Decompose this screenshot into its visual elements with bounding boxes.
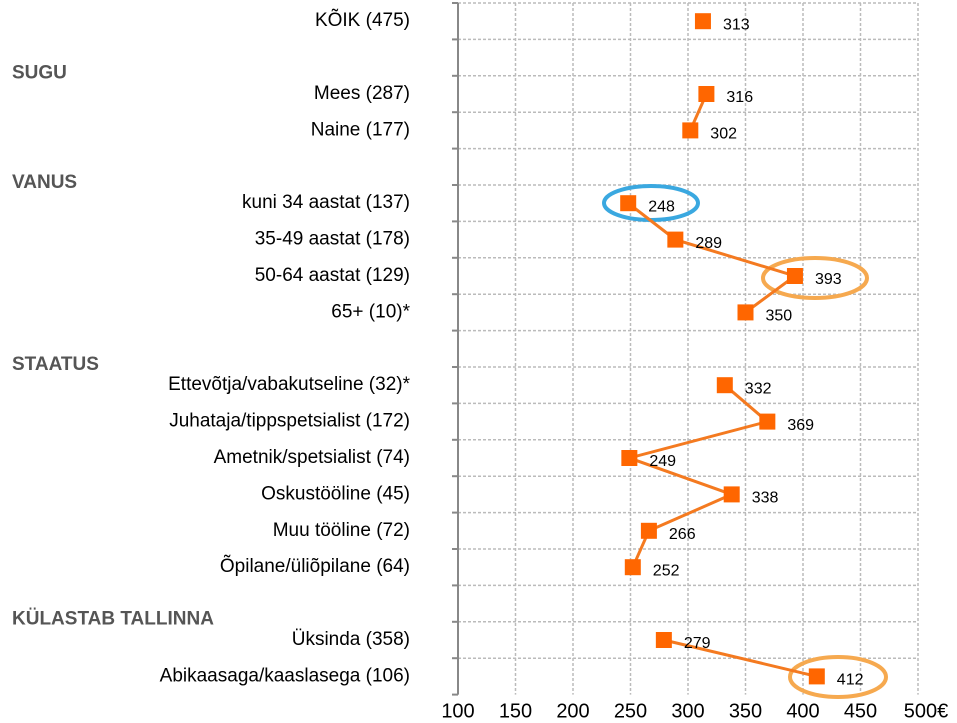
group-label: KÜLASTAB TALLINNA (12, 609, 214, 630)
x-tick-label: 200 (556, 700, 589, 722)
category-label: Naine (177) (311, 119, 410, 140)
group-label: VANUS (12, 172, 77, 193)
marker (716, 377, 733, 394)
x-tick-label: 350 (729, 700, 762, 722)
category-label: Oskustööline (45) (261, 483, 410, 504)
value-label: 338 (752, 490, 779, 507)
x-tick-label: 300 (671, 700, 704, 722)
marker (694, 13, 711, 30)
category-label: 50-64 aastat (129) (255, 265, 410, 286)
marker (682, 122, 699, 139)
x-tick-label: 250 (614, 700, 647, 722)
category-label: 65+ (10)* (331, 301, 410, 322)
marker (698, 86, 715, 102)
marker (808, 668, 825, 685)
marker (723, 486, 740, 503)
highlight-ellipse (788, 655, 888, 699)
value-label: 249 (649, 453, 676, 470)
x-tick-label: 150 (499, 700, 532, 722)
category-label: 35-49 aastat (178) (255, 229, 410, 250)
value-label: 412 (837, 672, 864, 689)
marker (640, 522, 657, 539)
category-label: Õpilane/üliõpilane (64) (220, 555, 410, 577)
marker (667, 231, 684, 248)
category-label: Ettevõtja/vabakutseline (32)* (168, 374, 410, 395)
value-label: 252 (653, 562, 680, 579)
category-label: KÕIK (475) (315, 9, 410, 31)
marker (759, 413, 776, 430)
category-label: Abikaasaga/kaaslasega (106) (160, 665, 410, 686)
category-label: Juhataja/tippspetsialist (172) (169, 411, 410, 432)
value-label: 302 (710, 126, 737, 143)
group-label: SUGU (12, 63, 67, 84)
value-label: 350 (766, 308, 793, 325)
value-label: 279 (684, 635, 711, 652)
category-label: Muu tööline (72) (273, 520, 410, 541)
value-label: 266 (669, 526, 696, 543)
series-line (627, 202, 799, 314)
x-tick-label: 100 (441, 700, 474, 722)
category-label: Mees (287) (314, 83, 410, 104)
category-label: Üksinda (358) (292, 629, 410, 650)
value-label: 313 (723, 16, 750, 33)
series-line (663, 638, 818, 678)
marker (786, 268, 803, 284)
value-label: 332 (745, 380, 772, 397)
value-label: 316 (726, 89, 753, 106)
value-label: 289 (695, 235, 722, 252)
category-label: Ametnik/spetsialist (74) (214, 447, 410, 468)
highlight-ellipse (761, 256, 869, 300)
marker (621, 450, 638, 466)
category-label: kuni 34 aastat (137) (242, 192, 410, 213)
grid (452, 2, 919, 696)
marker (620, 195, 637, 212)
group-label: STAATUS (12, 354, 99, 375)
value-label: 369 (787, 417, 814, 434)
value-label: 393 (815, 271, 842, 288)
x-tick-label: 450 (844, 700, 877, 722)
marker (624, 559, 641, 576)
value-label: 248 (648, 198, 675, 215)
x-tick-label: 400 (786, 700, 819, 722)
x-tick-label: 500€ (904, 700, 949, 722)
marker (737, 304, 754, 321)
marker (655, 632, 672, 648)
